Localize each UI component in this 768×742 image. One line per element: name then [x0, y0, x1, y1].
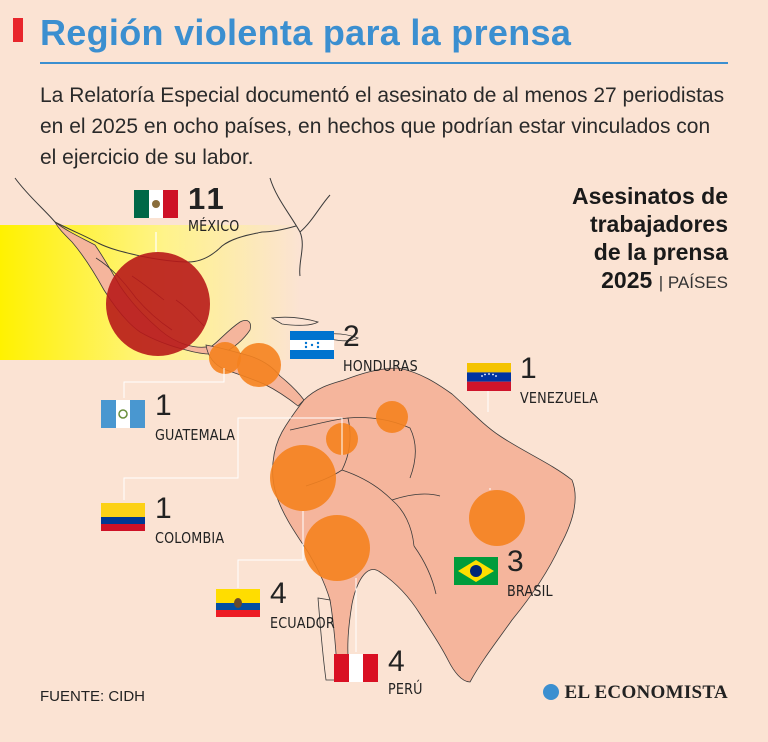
venezuela-label: VENEZUELA — [520, 389, 599, 407]
peru-label: PERÚ — [388, 680, 423, 698]
colombia-flag-icon — [101, 503, 145, 531]
chile-outline — [317, 597, 339, 681]
ecuador-label: ECUADOR — [270, 614, 335, 632]
brasil-label: BRASIL — [507, 582, 553, 600]
side-title-year: 2025 — [601, 267, 653, 293]
guatemala-leader — [123, 368, 225, 398]
side-title-line3: de la prensa — [593, 239, 728, 265]
venezuela-bubble — [376, 401, 408, 433]
logo-text: EL ECONOMISTA — [564, 682, 728, 703]
ecuador-bubble — [270, 445, 336, 511]
source-note: FUENTE: CIDH — [40, 688, 145, 705]
side-title: Asesinatos de trabajadores de la prensa … — [468, 182, 728, 297]
venezuela-count: 1 — [520, 352, 537, 385]
mexico-count: 11 — [188, 181, 227, 216]
logo-icon — [542, 684, 559, 700]
brasil-bubble — [469, 490, 525, 546]
colombia-leader — [123, 417, 343, 500]
guatemala-count: 1 — [155, 389, 172, 422]
mexico-bubble — [106, 252, 210, 356]
colombia-count: 1 — [155, 492, 172, 525]
side-title-line1: Asesinatos de — [572, 183, 728, 209]
guatemala-flag-icon — [101, 400, 145, 428]
ecuador-flag-icon — [216, 589, 260, 617]
side-title-sub: | PAÍSES — [658, 273, 728, 292]
venezuela-flag-icon — [467, 363, 511, 391]
cuba-outline — [270, 316, 319, 326]
brasil-count: 3 — [507, 545, 524, 578]
honduras-label: HONDURAS — [343, 357, 418, 375]
honduras-bubble — [237, 343, 281, 387]
peru-bubble — [304, 515, 370, 581]
mexico-label: MÉXICO — [188, 217, 240, 235]
publisher-logo: EL ECONOMISTA — [542, 682, 729, 704]
honduras-count: 2 — [343, 320, 360, 353]
title-accent — [13, 18, 23, 42]
colombia-label: COLOMBIA — [155, 529, 225, 547]
honduras-flag-icon — [290, 331, 334, 359]
mexico-flag-icon — [134, 190, 178, 218]
guatemala-bubble — [209, 342, 241, 374]
ecuador-leader — [237, 511, 304, 588]
guatemala-label: GUATEMALA — [155, 426, 236, 444]
ecuador-count: 4 — [270, 577, 287, 610]
intro-text: La Relatoría Especial documentó el asesi… — [40, 84, 725, 169]
title-rule — [40, 62, 728, 64]
florida-outline — [269, 177, 331, 277]
page-title: Región violenta para la prensa — [40, 12, 572, 53]
peru-flag-icon — [334, 654, 378, 682]
side-title-line2: trabajadores — [589, 211, 728, 237]
brasil-flag-icon — [454, 557, 498, 585]
peru-count: 4 — [388, 645, 405, 678]
hispaniola-outline — [327, 333, 359, 342]
